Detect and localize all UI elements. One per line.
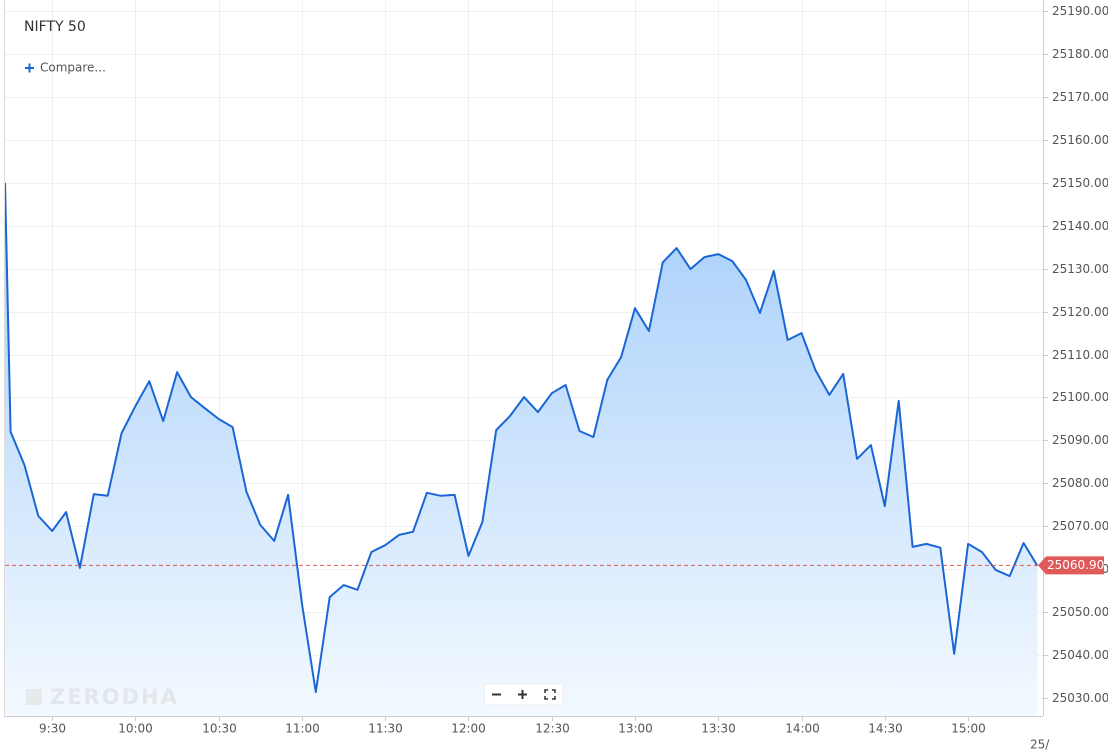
- x-tick-label: 14:00: [785, 722, 820, 736]
- last-price-label: 25060.90: [1047, 558, 1104, 572]
- plot-area: [5, 182, 1043, 716]
- y-tick-label: 25190.00: [1052, 4, 1108, 18]
- y-tick-label: 25100.00: [1052, 390, 1108, 404]
- fullscreen-button[interactable]: [544, 689, 556, 700]
- x-tick-label: 11:00: [285, 722, 320, 736]
- x-tick-label: 14:30: [868, 722, 903, 736]
- y-tick-label: 25080.00: [1052, 476, 1108, 490]
- x-tick-label: 13:30: [701, 722, 736, 736]
- y-tick-label: 25150.00: [1052, 176, 1108, 190]
- area: [5, 182, 1038, 716]
- compare-icon: [25, 63, 34, 73]
- y-tick-label: 25090.00: [1052, 433, 1108, 447]
- y-tick-label: 25110.00: [1052, 348, 1108, 362]
- x-tick-label: 13:00: [618, 722, 653, 736]
- x-tick-label: 15:00: [951, 722, 986, 736]
- y-tick-label: 25170.00: [1052, 90, 1108, 104]
- zoom-controls: [483, 683, 564, 706]
- x-tick-label: 12:30: [535, 722, 570, 736]
- y-tick-label: 25040.00: [1052, 648, 1108, 662]
- watermark-logo: [26, 689, 42, 705]
- chart-title: NIFTY 50: [24, 19, 86, 35]
- y-tick-label: 25050.00: [1052, 605, 1108, 619]
- y-tick-label: 25160.00: [1052, 133, 1108, 147]
- last-price-badge: [1038, 556, 1104, 575]
- compare-button[interactable]: Compare...: [25, 61, 106, 75]
- line: [5, 182, 1039, 693]
- y-tick-label: 25070.00: [1052, 519, 1108, 533]
- x-tick-label: 9:30: [39, 722, 66, 736]
- y-tick-label: 25030.00: [1052, 691, 1108, 705]
- zoom-in-button[interactable]: [518, 690, 527, 699]
- date-label: 25/: [1030, 738, 1050, 751]
- x-tick-label: 10:00: [118, 722, 153, 736]
- y-tick-label: 25120.00: [1052, 305, 1108, 319]
- compare-label[interactable]: Compare...: [40, 61, 106, 75]
- y-tick-label: 25130.00: [1052, 262, 1108, 276]
- watermark: ZERODHA: [50, 685, 179, 709]
- y-tick-label: 25180.00: [1052, 47, 1108, 61]
- x-tick-label: 12:00: [451, 722, 486, 736]
- y-tick-label: 25140.00: [1052, 219, 1108, 233]
- x-tick-label: 10:30: [202, 722, 237, 736]
- x-tick-label: 11:30: [368, 722, 403, 736]
